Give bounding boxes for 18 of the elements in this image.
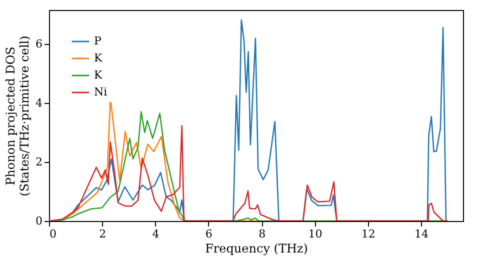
legend-label: Ni: [94, 86, 108, 98]
y-tick-label: 0: [36, 214, 42, 228]
x-tick-label: 8: [258, 228, 266, 240]
y-axis-title: Phonon projected DOS (States/THz·primitive cell): [4, 36, 32, 196]
x-tick-label: 4: [152, 228, 160, 240]
x-tick-label: 2: [99, 228, 106, 240]
legend-label: P: [94, 34, 102, 48]
legend-label: K: [94, 68, 103, 82]
y-tick-label: 2: [36, 155, 42, 168]
x-tick-label: 0: [50, 228, 56, 240]
x-tick-label: 6: [205, 228, 212, 240]
y-tick-label: 6: [36, 37, 42, 50]
x-axis-title: Frequency (THz): [205, 242, 308, 256]
x-tick-label: 10: [308, 228, 322, 240]
legend-label: K: [94, 52, 103, 64]
y-tick-label: 4: [36, 96, 42, 110]
x-tick-label: 14: [414, 228, 429, 240]
x-tick-label: 12: [361, 228, 376, 240]
